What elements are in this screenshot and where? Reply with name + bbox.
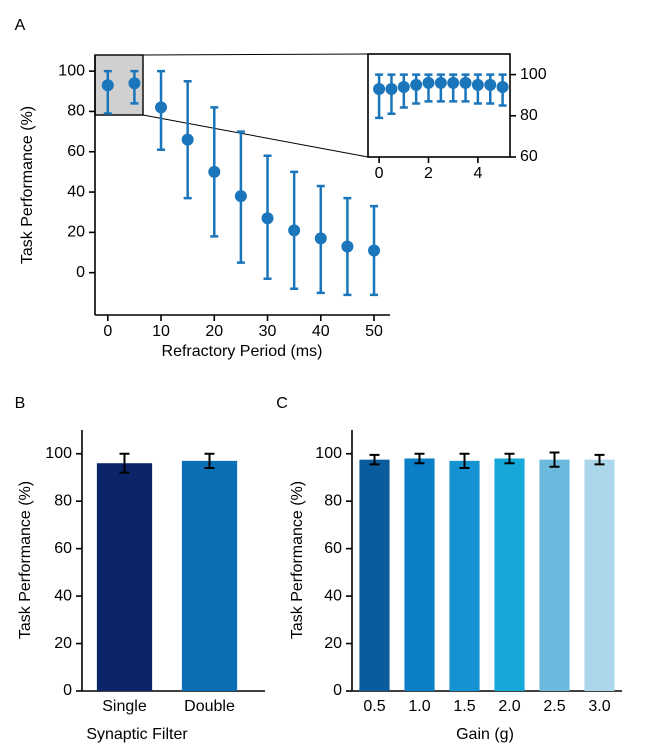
x-axis-title: Synaptic Filter [86, 726, 188, 743]
point [422, 76, 435, 89]
point [496, 80, 509, 93]
y-tick-label: 100 [58, 62, 85, 79]
axes-frame [367, 53, 511, 158]
y-axis-title: Task Performance (%) [289, 481, 306, 639]
y-tick-label: 0 [63, 682, 72, 699]
x-tick-label: 20 [205, 323, 223, 340]
point [234, 190, 247, 203]
y-tick-label: 60 [54, 540, 72, 557]
point [459, 76, 472, 89]
y-tick-label: 100 [315, 445, 342, 462]
x-tick-label: 50 [365, 323, 383, 340]
point [368, 244, 381, 257]
error-bar [504, 452, 515, 465]
error-bar [103, 69, 112, 115]
x-tick-label: 0.5 [363, 698, 385, 715]
y-tick-label: 20 [324, 635, 342, 652]
y-tick-label: 40 [54, 587, 72, 604]
point [471, 78, 484, 91]
error-bar [414, 452, 425, 465]
y-tick-label: 20 [54, 635, 72, 652]
point [155, 101, 168, 114]
point [410, 78, 423, 91]
error-bar [204, 452, 215, 469]
zoom-connector [142, 114, 369, 158]
y-tick-label: 40 [324, 587, 342, 604]
y-axis-title: Task Performance (%) [19, 106, 36, 264]
panel-label: B [15, 395, 26, 412]
error-bar [594, 453, 605, 466]
x-tick-label: 3.0 [588, 698, 610, 715]
x-tick-label: 0 [375, 165, 384, 182]
x-tick-label: 10 [152, 323, 170, 340]
error-bar [375, 73, 384, 120]
point [434, 76, 447, 89]
x-tick-label: 1.5 [453, 698, 475, 715]
point [314, 232, 327, 245]
y-axis-title: Task Performance (%) [17, 481, 34, 639]
bar [96, 463, 153, 691]
bar [359, 459, 390, 691]
y-tick-label: 0 [333, 682, 342, 699]
y-tick-label: 80 [54, 492, 72, 509]
x-tick-label: Single [102, 698, 147, 715]
y-tick-label: 80 [67, 103, 85, 120]
panel-label: C [276, 395, 288, 412]
bar [404, 458, 435, 691]
point [288, 224, 301, 237]
y-tick-label: 100 [45, 445, 72, 462]
point [397, 80, 410, 93]
point [373, 83, 386, 96]
error-bar [119, 452, 130, 474]
point [341, 240, 354, 253]
error-bar [369, 453, 380, 466]
x-tick-label: 1.0 [408, 698, 430, 715]
x-tick-label: 2.5 [543, 698, 565, 715]
point [484, 78, 497, 91]
bar [539, 459, 570, 691]
y-tick-label: 100 [520, 66, 547, 83]
bar [494, 458, 525, 691]
point [128, 77, 141, 90]
y-tick-label: 60 [520, 148, 538, 165]
x-tick-label: 0 [103, 323, 112, 340]
error-bar [459, 452, 470, 469]
point [261, 212, 274, 225]
x-tick-label: Double [184, 698, 235, 715]
point [208, 165, 221, 178]
x-tick-label: 30 [259, 323, 277, 340]
y-tick-label: 60 [67, 143, 85, 160]
point [181, 133, 194, 146]
point [385, 83, 398, 96]
y-tick-label: 20 [67, 224, 85, 241]
y-tick-label: 80 [520, 107, 538, 124]
x-tick-label: 40 [312, 323, 330, 340]
x-axis-title: Gain (g) [456, 726, 514, 743]
x-tick-label: 2 [424, 165, 433, 182]
error-bar [549, 451, 560, 468]
zoom-connector [142, 53, 369, 56]
y-tick-label: 80 [324, 492, 342, 509]
bar [449, 460, 480, 691]
point [101, 79, 114, 92]
point [447, 76, 460, 89]
y-tick-label: 0 [76, 264, 85, 281]
panel-label: A [15, 17, 26, 34]
bar [181, 460, 238, 691]
y-tick-label: 40 [67, 183, 85, 200]
bar [584, 459, 615, 691]
x-tick-label: 4 [473, 165, 482, 182]
y-tick-label: 60 [324, 540, 342, 557]
x-tick-label: 2.0 [498, 698, 520, 715]
x-axis-title: Refractory Period (ms) [162, 343, 323, 360]
